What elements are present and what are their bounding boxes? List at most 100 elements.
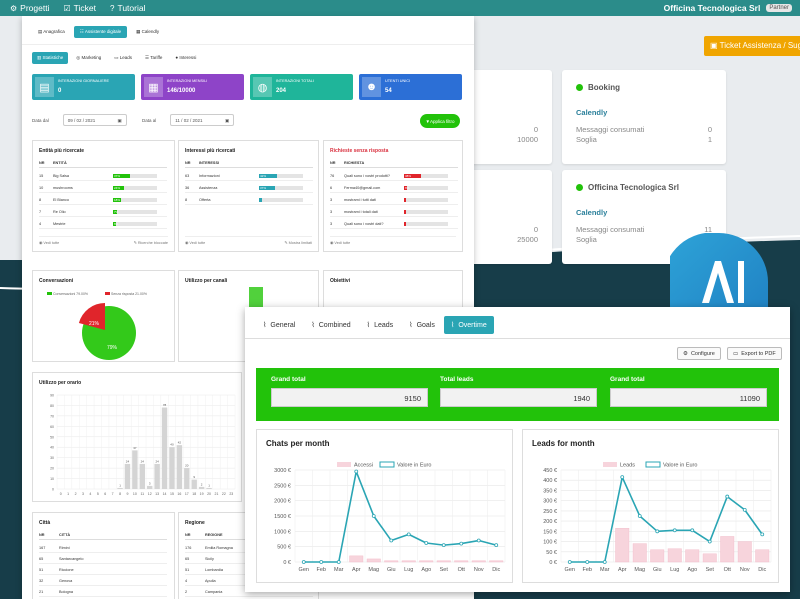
- city-row: 51 Riccione: [39, 565, 167, 575]
- blocked-link[interactable]: ✎ Ricerche bloccate: [133, 241, 168, 245]
- row-count: 51: [185, 567, 190, 572]
- y-tick-label: 70: [50, 414, 54, 418]
- tab-leads[interactable]: ⌇ Leads: [360, 316, 401, 334]
- y-tick-label: 1500 €: [274, 514, 291, 520]
- y-tick-label: 500 €: [277, 545, 291, 551]
- row-label: Genova: [59, 578, 73, 583]
- divider: [245, 338, 790, 339]
- legend-swatch-line: [379, 461, 395, 468]
- tab-anagrafica[interactable]: ▤ Anagrafica: [32, 26, 71, 38]
- date-to-value: 11 / 02 / 2021: [175, 118, 203, 123]
- line-point: [319, 560, 324, 564]
- progress-fill: 42%: [259, 173, 278, 178]
- x-tick-label: Set: [706, 567, 715, 573]
- entities-title: Entità più ricercate: [39, 148, 85, 154]
- legend-label: Accessi: [354, 463, 373, 469]
- tab-goals[interactable]: ⌇ Goals: [402, 316, 442, 334]
- month-bar: [401, 560, 416, 563]
- export-pdf-button[interactable]: ▭ Export to PDF: [727, 347, 782, 360]
- entity-row: 4 Mestrie 6%: [39, 219, 167, 229]
- apply-filter-button[interactable]: ▼ Applica filtro: [420, 114, 460, 128]
- x-tick-label: Ott: [724, 567, 732, 573]
- x-tick-label: 0: [60, 492, 62, 496]
- y-tick-label: 400 €: [543, 478, 557, 484]
- y-tick-label: 20: [50, 467, 54, 471]
- line-point: [406, 532, 411, 537]
- month-bar: [650, 549, 665, 563]
- calendar-icon: ▣: [117, 118, 122, 123]
- row-label: Assistenza: [199, 185, 218, 190]
- row-label: Re Olio: [53, 209, 66, 214]
- nav-ticket[interactable]: ☑ Ticket: [63, 3, 96, 13]
- month-bar: [454, 560, 469, 563]
- month-bar: [737, 541, 752, 563]
- line-point: [494, 543, 499, 548]
- tab-calendly[interactable]: ▦ Calendly: [130, 26, 165, 38]
- line-point: [301, 560, 306, 564]
- progress-bar: 37%: [259, 185, 303, 190]
- bar-value-label: 78: [163, 403, 167, 407]
- hour-bar: [132, 450, 138, 489]
- y-tick-label: 0 €: [283, 560, 291, 566]
- y-tick-label: 450 €: [543, 468, 557, 474]
- x-tick-label: Mar: [334, 567, 344, 573]
- subtab-tariffe[interactable]: ☰ Tariffe: [140, 52, 167, 64]
- y-tick-label: 2500 €: [274, 483, 291, 489]
- hour-bar: [117, 487, 123, 489]
- x-tick-label: Feb: [317, 567, 326, 573]
- configure-button[interactable]: ⚙ Configure: [677, 347, 721, 360]
- row-label: Sicily: [205, 556, 214, 561]
- show-limited-link[interactable]: ✎ Mostra limitati: [284, 241, 312, 245]
- date-to-input[interactable]: 11 / 02 / 2021 ▣: [170, 114, 235, 126]
- legend-label: Valore in Euro: [663, 463, 697, 469]
- bar-value-label: 20: [185, 464, 189, 468]
- x-tick-label: Set: [440, 567, 449, 573]
- status-dot: [576, 184, 583, 191]
- progress-bar: 6%: [113, 221, 157, 226]
- ticket-support-button[interactable]: ▣ Ticket Assistenza / Sugge: [704, 36, 800, 56]
- x-tick-label: 5: [97, 492, 99, 496]
- tab-glyph: ☷: [79, 29, 85, 34]
- chart-icon: ⌇: [263, 322, 267, 329]
- configure-icon: ⚙: [683, 350, 688, 357]
- tab-glyph: ▦: [136, 29, 142, 34]
- progress-fill: [259, 197, 262, 202]
- date-from-input[interactable]: 09 / 02 / 2021 ▣: [62, 114, 127, 126]
- row-label: Big Salsa: [53, 173, 70, 178]
- tab-assistente-digitale[interactable]: ☷ Assistente digitale: [73, 26, 128, 38]
- view-all-link[interactable]: ◉ Vedi tutte: [330, 241, 351, 245]
- nav-tutorial[interactable]: ? Tutorial: [110, 3, 145, 13]
- line-point: [707, 539, 712, 544]
- company-name[interactable]: Officina Tecnologica Srl: [663, 3, 761, 13]
- tab-overtime[interactable]: ⌇ Overtime: [443, 316, 494, 334]
- panel-footer: ◉ Vedi tutte ✎ Ricerche bloccate: [39, 236, 168, 245]
- line-point: [725, 494, 730, 499]
- view-all-link[interactable]: ◉ Vedi tutte: [185, 241, 206, 245]
- tab-combined[interactable]: ⌇ Combined: [304, 316, 357, 334]
- dashboard-tabs: ▤ Anagrafica ☷ Assistente digitale ▦ Cal…: [32, 26, 168, 38]
- tab-label: Calendly: [141, 29, 160, 34]
- line-point: [354, 469, 359, 474]
- bar-value-label: 24: [141, 459, 145, 463]
- y-tick-label: 80: [50, 404, 54, 408]
- view-all-link[interactable]: ◉ Vedi tutte: [39, 241, 60, 245]
- line-point: [672, 528, 677, 533]
- subtab-leads[interactable]: ▭ Leads: [109, 52, 137, 64]
- bg-value-2: 10000: [517, 135, 538, 144]
- nav-projects[interactable]: ⚙ Progetti: [10, 3, 49, 13]
- partner-badge: Partner: [766, 4, 792, 12]
- table-header: NR INTERESSI: [185, 161, 313, 168]
- legend-swatch-bars: [603, 462, 617, 467]
- subtab-marketing[interactable]: ◎ Marketing: [71, 52, 106, 64]
- row-count: 176: [185, 545, 192, 550]
- booking-card[interactable]: Booking Calendly Messaggi consumati 0 Sog…: [562, 70, 726, 164]
- tab-label: Combined: [318, 321, 351, 329]
- date-to-label: Data al: [142, 117, 157, 123]
- subtab-interessi[interactable]: ● Interessi: [170, 52, 201, 64]
- hour-bar: [154, 463, 160, 489]
- x-tick-label: 16: [177, 492, 181, 496]
- hourly-usage-panel: Utilizzo per orario 90 80 70 60 50 40 30 20 10 0 0…: [32, 372, 242, 502]
- tab-label: Assistente digitale: [84, 29, 122, 34]
- subtab-statistiche[interactable]: ▥ Statistiche: [32, 52, 69, 64]
- tab-general[interactable]: ⌇ General: [256, 316, 302, 334]
